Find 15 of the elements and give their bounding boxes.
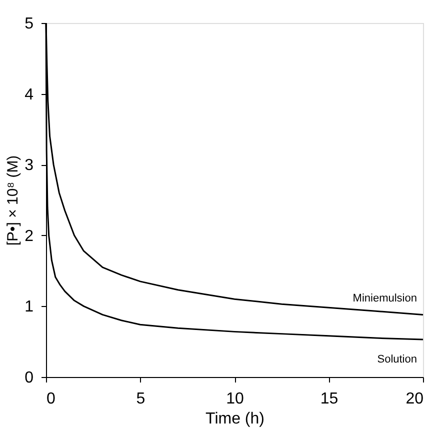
x-tick-label: 0 bbox=[46, 390, 56, 408]
y-tick-label: 4 bbox=[24, 86, 34, 104]
x-tick-label: 5 bbox=[136, 390, 146, 408]
annotation: Miniemulsion bbox=[352, 292, 417, 305]
y-tick-label: 1 bbox=[24, 298, 34, 316]
y-tick-label: 2 bbox=[24, 228, 34, 245]
x-tick-label: 20 bbox=[406, 390, 424, 408]
y-tick-label: 0 bbox=[24, 370, 34, 386]
y-axis-title: [P•] × 10⁸ (M) bbox=[4, 155, 22, 246]
x-tick-label: 15 bbox=[320, 390, 338, 408]
x-tick-label: 10 bbox=[226, 390, 244, 408]
annotation: Solution bbox=[377, 353, 417, 366]
y-tick-label: 5 bbox=[24, 16, 34, 32]
x-axis-title: Time (h) bbox=[206, 410, 264, 428]
y-tick-label: 3 bbox=[24, 157, 34, 174]
